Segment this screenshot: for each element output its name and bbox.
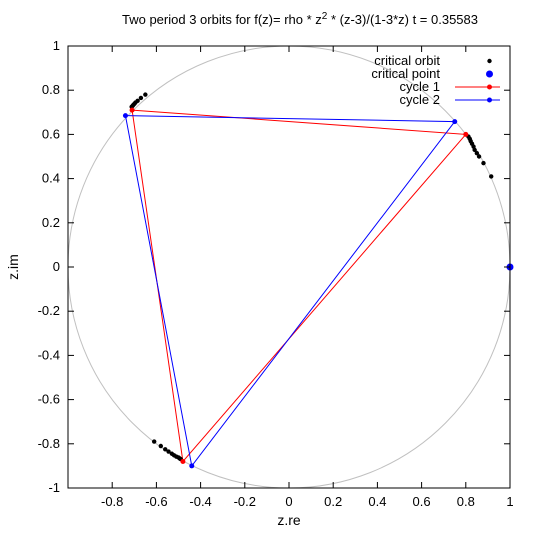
axis-tick-labels: -0.8 -0.6 -0.4 -0.2 0 0.2 0.4 0.6 0.8 1 -1 -0.8 -0.6… — [38, 38, 514, 509]
critical-orbit-point — [489, 174, 494, 179]
x-tick-label: -0.8 — [101, 494, 123, 509]
critical-orbit-point — [138, 95, 144, 101]
x-tick-label: 0.6 — [413, 494, 431, 509]
y-tick-label: 1 — [53, 38, 60, 53]
x-tick-label: 0.4 — [368, 494, 386, 509]
cycle-2-point — [122, 113, 128, 119]
critical-orbit-point — [476, 154, 482, 159]
legend-label: cycle 1 — [400, 79, 440, 94]
axis-ticks — [68, 45, 511, 489]
x-tick-label: -0.6 — [145, 494, 167, 509]
x-tick-label: 0 — [285, 494, 292, 509]
x-tick-label: 0.8 — [457, 494, 475, 509]
x-tick-label: 1 — [506, 494, 513, 509]
x-tick-label: -0.4 — [189, 494, 211, 509]
critical-orbit-point — [474, 150, 480, 156]
y-tick-label: 0 — [53, 259, 60, 274]
legend-critical-orbit-marker — [487, 58, 492, 64]
critical-orbit-point — [481, 160, 486, 166]
critical-orbit-point — [143, 92, 148, 97]
cycle-1-point — [180, 458, 186, 464]
y-tick-label: -0.6 — [38, 392, 60, 407]
orbit-points — [122, 92, 514, 469]
chart-title: Two period 3 orbits for f(z)= rho * z2 *… — [122, 11, 478, 27]
legend-label: critical orbit — [374, 53, 440, 68]
cycle-2-line — [124, 115, 456, 468]
y-tick-label: 0.8 — [42, 82, 60, 97]
y-tick-label: 0.4 — [42, 171, 60, 186]
y-axis-label: z.im — [5, 254, 21, 280]
y-tick-label: -0.2 — [38, 303, 60, 318]
cycle-1-point — [463, 131, 469, 137]
x-tick-label: 0.2 — [324, 494, 342, 509]
critical-orbit-point — [158, 443, 164, 449]
legend-label: cycle 2 — [400, 92, 440, 107]
x-tick-label: -0.2 — [234, 494, 256, 509]
x-axis-label: z.re — [277, 512, 301, 528]
cycle-1-point — [129, 107, 135, 113]
y-tick-label: 0.6 — [42, 126, 60, 141]
y-tick-label: -1 — [48, 480, 60, 495]
critical-orbit-point — [166, 449, 171, 454]
y-tick-label: 0.2 — [42, 215, 60, 230]
legend-cycle-1-marker — [487, 84, 492, 90]
legend-critical-point-marker — [486, 70, 493, 78]
critical-orbit-point — [472, 147, 477, 153]
y-tick-label: -0.4 — [38, 347, 60, 362]
cycle-lines — [124, 109, 467, 468]
legend-cycle-2-marker — [487, 97, 492, 103]
cycle-2-point — [189, 463, 195, 469]
critical-orbit-point — [163, 447, 168, 452]
legend-label: critical point — [371, 66, 440, 81]
y-tick-label: -0.8 — [38, 436, 60, 451]
cycle-2-point — [452, 119, 458, 125]
critical-orbit-point — [151, 439, 157, 444]
